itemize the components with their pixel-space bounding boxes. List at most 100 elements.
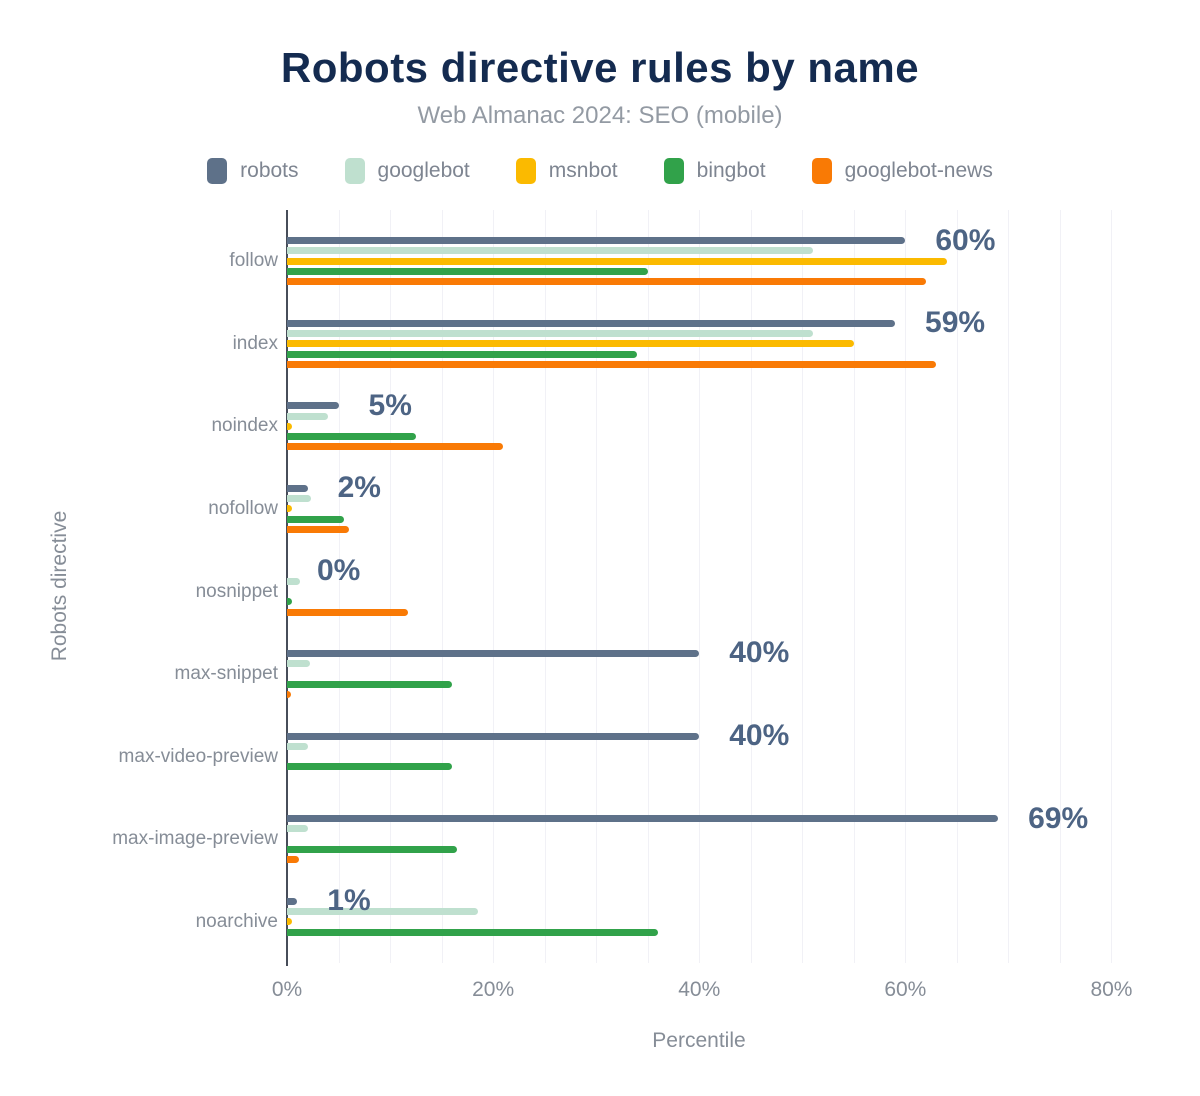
bar-robots-noarchive[interactable] (287, 897, 298, 905)
bar-googlebot-news-follow[interactable] (287, 278, 926, 286)
x-axis-title: Percentile (652, 1029, 746, 1052)
category-row-max-image-preview (287, 798, 1163, 881)
bar-googlebot-index[interactable] (287, 330, 813, 338)
category-row-follow (287, 220, 1163, 303)
category-row-index (287, 303, 1163, 386)
category-row-nofollow (287, 468, 1163, 551)
legend-label: robots (240, 159, 299, 182)
x-tick-0: 0% (271, 978, 303, 1001)
bar-msnbot-follow[interactable] (287, 257, 947, 265)
legend-item-bingbot[interactable]: bingbot (663, 158, 766, 184)
bar-googlebot-news-nofollow[interactable] (287, 526, 349, 534)
bar-robots-max-snippet[interactable] (287, 649, 700, 657)
bar-bingbot-nofollow[interactable] (287, 515, 344, 523)
gridline (493, 210, 495, 963)
value-label-noindex: 5% (368, 388, 412, 422)
bar-googlebot-max-image-preview[interactable] (287, 825, 308, 833)
gridline (441, 210, 443, 963)
gridline (750, 210, 752, 963)
plot-area (286, 210, 1163, 966)
value-label-max-image-preview: 69% (1028, 801, 1089, 835)
gridline (1059, 210, 1061, 963)
x-tick-80: 80% (1090, 978, 1133, 1001)
bar-msnbot-noindex[interactable] (287, 422, 293, 430)
legend-swatch-googlebot-news (811, 158, 832, 184)
legend-item-googlebot[interactable]: googlebot (344, 158, 470, 184)
category-label-nosnippet: nosnippet (195, 580, 278, 602)
bar-robots-max-video-preview[interactable] (287, 732, 700, 740)
legend-label: bingbot (696, 159, 766, 182)
gridline (338, 210, 340, 963)
bar-bingbot-max-image-preview[interactable] (287, 845, 458, 853)
bar-bingbot-noarchive[interactable] (287, 928, 658, 936)
bar-msnbot-noarchive[interactable] (287, 918, 293, 926)
bar-robots-follow[interactable] (287, 237, 906, 245)
gridline (905, 210, 907, 963)
bar-googlebot-follow[interactable] (287, 247, 813, 255)
gridline (1111, 210, 1113, 963)
gridline (802, 210, 804, 963)
chart-subtitle: Web Almanac 2024: SEO (mobile) (417, 102, 783, 129)
legend-item-robots[interactable]: robots (207, 158, 299, 184)
category-label-max-snippet: max-snippet (174, 663, 279, 685)
x-tick-40: 40% (678, 978, 721, 1001)
bar-robots-max-image-preview[interactable] (287, 815, 999, 823)
bar-bingbot-noindex[interactable] (287, 433, 416, 441)
value-label-follow: 60% (935, 223, 996, 257)
gridline (853, 210, 855, 963)
bar-googlebot-news-nosnippet[interactable] (287, 608, 408, 616)
value-label-max-snippet: 40% (729, 636, 790, 670)
x-tick-60: 60% (884, 978, 927, 1001)
legend: robots googlebot msnbot bingbot googlebot-ne… (0, 158, 1200, 184)
chart-title: Robots directive rules by name (280, 44, 920, 91)
bar-googlebot-nofollow[interactable] (287, 495, 311, 503)
value-label-nosnippet: 0% (317, 553, 361, 587)
bar-bingbot-nosnippet[interactable] (287, 598, 293, 606)
value-label-noarchive: 1% (327, 884, 371, 918)
bar-googlebot-noindex[interactable] (287, 412, 329, 420)
bar-googlebot-news-index[interactable] (287, 360, 937, 368)
category-row-max-video-preview (287, 715, 1163, 798)
legend-label: msnbot (548, 159, 618, 182)
legend-swatch-msnbot (515, 158, 536, 184)
bar-robots-noindex[interactable] (287, 402, 339, 410)
gridline (544, 210, 546, 963)
bar-bingbot-max-video-preview[interactable] (287, 763, 452, 771)
bar-robots-nofollow[interactable] (287, 484, 308, 492)
gridline (699, 210, 701, 963)
bar-robots-index[interactable] (287, 319, 896, 327)
value-label-nofollow: 2% (337, 471, 381, 505)
category-label-max-image-preview: max-image-preview (112, 828, 278, 850)
legend-swatch-googlebot (344, 158, 365, 184)
bar-googlebot-noarchive[interactable] (287, 907, 478, 915)
legend-item-msnbot[interactable]: msnbot (515, 158, 618, 184)
legend-swatch-bingbot (663, 158, 684, 184)
bar-bingbot-follow[interactable] (287, 268, 648, 276)
legend-swatch-robots (207, 158, 228, 184)
value-label-index: 59% (925, 306, 986, 340)
bar-googlebot-news-noindex[interactable] (287, 443, 504, 451)
bar-googlebot-max-snippet[interactable] (287, 660, 310, 668)
gridline (647, 210, 649, 963)
bar-googlebot-news-max-image-preview[interactable] (287, 856, 300, 864)
bar-msnbot-nofollow[interactable] (287, 505, 293, 513)
x-tick-20: 20% (472, 978, 515, 1001)
gridline (596, 210, 598, 963)
bar-googlebot-news-max-snippet[interactable] (287, 691, 292, 699)
bar-bingbot-max-snippet[interactable] (287, 680, 452, 688)
category-label-max-video-preview: max-video-preview (118, 745, 278, 767)
bar-msnbot-index[interactable] (287, 340, 854, 348)
legend-label: googlebot-news (844, 159, 993, 182)
category-label-noarchive: noarchive (195, 910, 278, 932)
legend-item-googlebot-news[interactable]: googlebot-news (811, 158, 993, 184)
category-row-noindex (287, 385, 1163, 468)
bar-bingbot-index[interactable] (287, 350, 638, 358)
y-axis-line (286, 210, 288, 966)
bar-googlebot-nosnippet[interactable] (287, 577, 301, 585)
bar-googlebot-max-video-preview[interactable] (287, 742, 308, 750)
category-row-noarchive (287, 880, 1163, 963)
category-label-follow: follow (229, 250, 278, 272)
category-row-nosnippet (287, 550, 1163, 633)
bar-rows (287, 220, 1163, 963)
